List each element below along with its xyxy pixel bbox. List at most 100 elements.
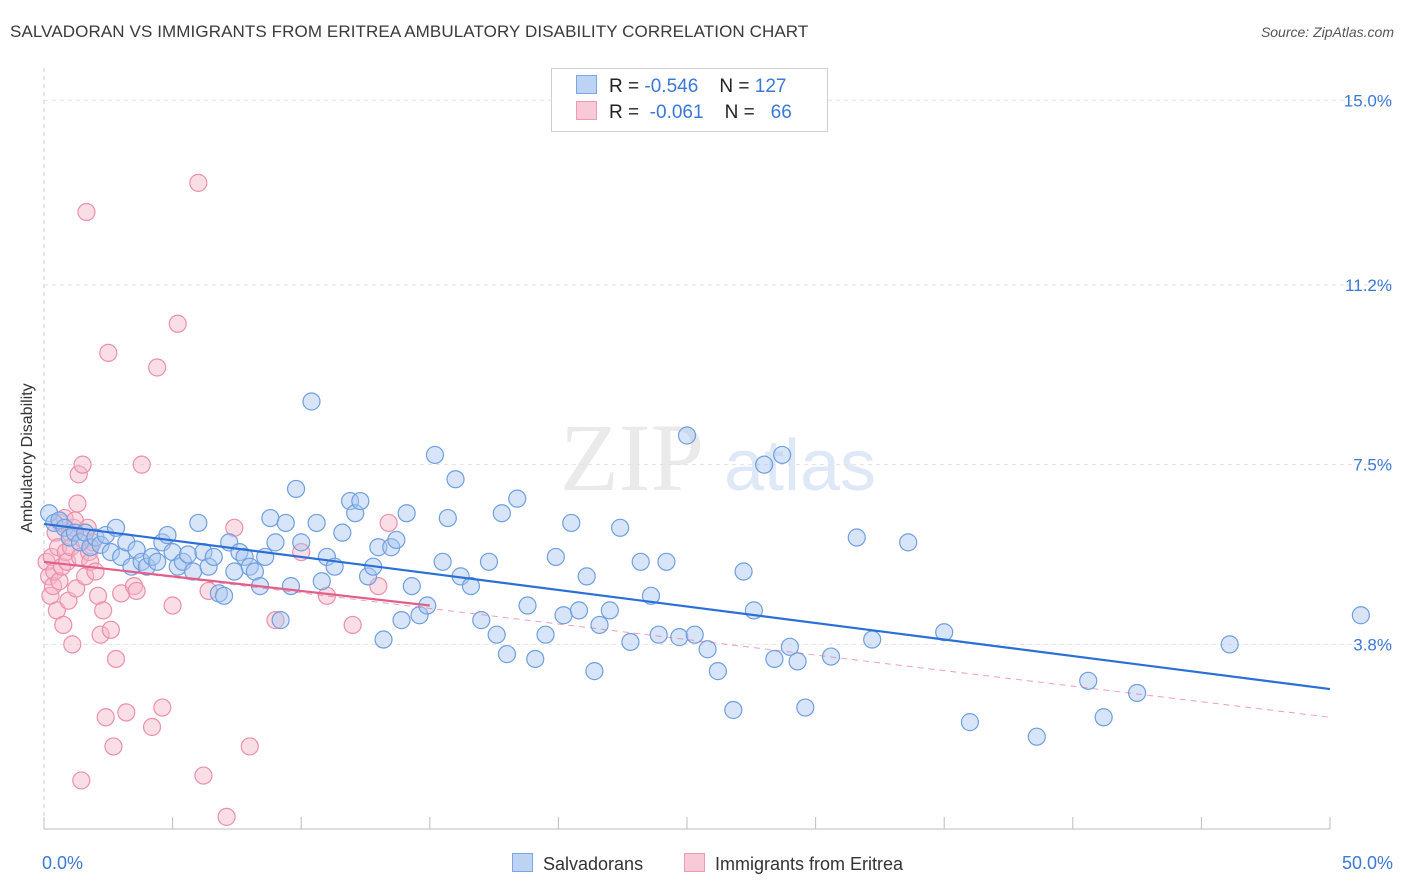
- salvadoran-point: [286, 479, 306, 499]
- salvadoran-point: [214, 586, 234, 605]
- salvadoran-point: [577, 567, 596, 586]
- salvadoran-point: [446, 470, 465, 489]
- legend-item-eritrea: Immigrants from Eritrea: [684, 853, 903, 875]
- salvadoran-point: [351, 491, 370, 511]
- salvadoran-point: [562, 513, 581, 533]
- eritrea-point: [104, 737, 123, 756]
- salvadoran-point: [1094, 708, 1113, 727]
- salvadoran-point: [526, 649, 545, 669]
- salvadoran-point: [554, 606, 573, 625]
- salvadoran-point: [307, 513, 326, 533]
- x-tick-label-max: 50.0%: [1342, 853, 1393, 873]
- salvadoran-point: [472, 611, 491, 630]
- salvadoran-point: [788, 652, 807, 671]
- eritrea-point: [106, 649, 126, 669]
- salvadoran-point: [358, 567, 378, 586]
- salvadoran-point: [755, 455, 774, 474]
- eritrea-point: [217, 807, 236, 826]
- salvadoran-point: [708, 662, 727, 681]
- salvadoran-point: [101, 542, 120, 562]
- legend-label-eritrea: Immigrants from Eritrea: [715, 854, 904, 874]
- salvadoran-point: [276, 513, 295, 533]
- salvadoran-point: [261, 508, 280, 528]
- salvadoran-point: [698, 640, 717, 659]
- legend-item-salvadorans: Salvadorans: [512, 853, 643, 875]
- salvadoran-point: [796, 698, 815, 717]
- salvadoran-point: [649, 625, 668, 644]
- legend-n-value: 127: [754, 76, 787, 97]
- salvadoran-point: [631, 552, 650, 571]
- eritrea-point: [153, 698, 172, 717]
- salvadoran-point: [178, 545, 198, 564]
- salvadoran-point: [461, 576, 481, 596]
- eritrea-point: [86, 562, 105, 581]
- eritrea-point: [96, 708, 115, 727]
- eritrea-point: [68, 494, 87, 513]
- eritrea-point: [72, 771, 91, 790]
- salvadoran-point: [487, 625, 506, 644]
- eritrea-point: [163, 596, 182, 615]
- salvadoran-point: [479, 552, 499, 571]
- salvadoran-point: [369, 538, 388, 557]
- eritrea-point: [127, 581, 146, 601]
- salvadoran-point: [734, 562, 753, 581]
- salvadoran-point: [847, 528, 866, 547]
- salvadoran-point: [670, 628, 689, 647]
- correlation-legend: R = -0.546 N = 127 R = -0.061 N = 66: [551, 68, 828, 132]
- salvadoran-point: [132, 552, 151, 571]
- eritrea-point: [142, 717, 162, 737]
- salvadoran-point: [91, 535, 110, 554]
- x-tick-label-min: 0.0%: [42, 853, 83, 873]
- y-tick-label: 3.8%: [1353, 635, 1392, 654]
- salvadoran-point: [292, 533, 311, 552]
- legend-row-eritrea: R = -0.061 N = 66: [576, 101, 792, 125]
- salvadoran-point: [1351, 606, 1370, 625]
- legend-r-value: -0.546: [644, 76, 699, 97]
- salvadoran-point: [657, 552, 676, 571]
- eritrea-point: [40, 567, 59, 586]
- y-tick-label: 7.5%: [1353, 456, 1392, 475]
- salvadoran-point: [569, 601, 589, 620]
- salvadoran-point: [641, 586, 661, 605]
- salvadoran-trend-line: [43, 522, 1331, 691]
- axes: [43, 68, 1331, 830]
- salvadoran-point: [546, 547, 565, 567]
- salvadoran-point: [433, 552, 452, 571]
- legend-r-label: R =: [609, 102, 640, 123]
- eritrea-point: [99, 343, 118, 363]
- salvadoran-point: [585, 662, 604, 681]
- series-legend: Salvadorans Immigrants from Eritrea: [0, 851, 1406, 877]
- eritrea-point: [379, 513, 398, 533]
- eritrea-point: [266, 611, 285, 630]
- salvadoran-point: [302, 392, 321, 411]
- eritrea-point: [69, 465, 88, 484]
- salvadoran-point: [204, 547, 223, 567]
- salvadoran-point: [137, 557, 156, 576]
- eritrea-points: [37, 173, 398, 826]
- salvadoran-point: [677, 426, 697, 445]
- salvadoran-point: [189, 513, 208, 533]
- source-credit: Source: ZipAtlas.com: [1260, 24, 1394, 40]
- gridlines: [44, 99, 1392, 645]
- eritrea-point: [101, 620, 120, 639]
- eritrea-point: [343, 615, 362, 635]
- legend-n-label: N =: [724, 102, 755, 123]
- salvadoran-point: [1079, 671, 1098, 690]
- salvadoran-point: [425, 445, 445, 465]
- legend-r-value: -0.061: [649, 102, 704, 123]
- eritrea-point: [73, 455, 92, 474]
- salvadoran-point: [235, 547, 254, 567]
- eritrea-point: [240, 737, 259, 756]
- salvadoran-point: [240, 557, 259, 576]
- legend-swatch-pink: [576, 101, 597, 120]
- legend-swatch-blue: [512, 853, 533, 872]
- eritrea-point: [56, 542, 75, 562]
- watermark-atlas: atlas: [724, 426, 876, 506]
- salvadoran-point: [773, 445, 792, 465]
- eritrea-trend-line: [43, 560, 430, 607]
- eritrea-point: [77, 202, 96, 222]
- salvadoran-point: [397, 504, 416, 523]
- salvadoran-point: [40, 504, 59, 523]
- salvadoran-point: [1220, 635, 1239, 654]
